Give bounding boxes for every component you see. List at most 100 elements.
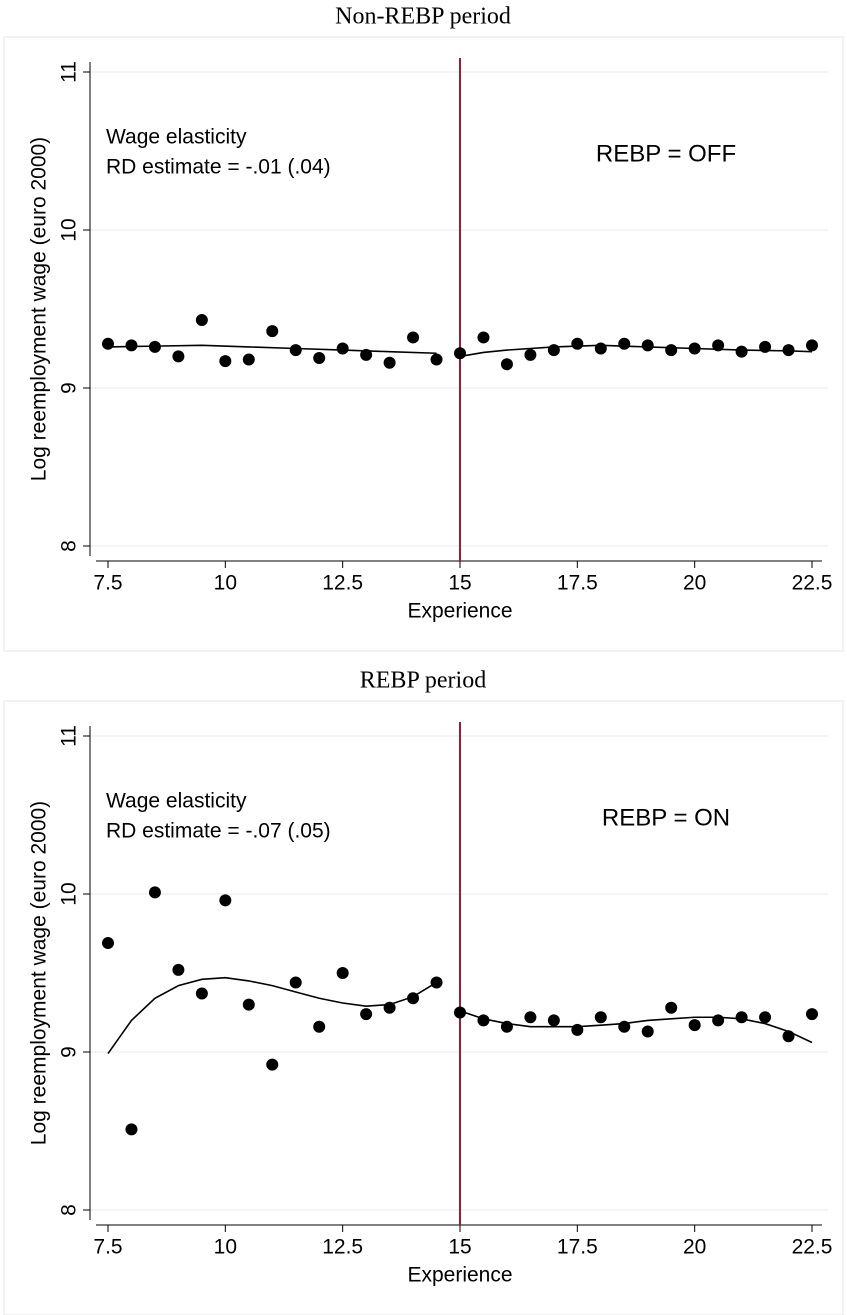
annotation: Wage elasticity	[106, 790, 247, 813]
data-point	[148, 886, 161, 899]
x-tick-label: 12.5	[322, 1236, 363, 1259]
data-point	[806, 1008, 818, 1021]
data-point	[782, 344, 795, 357]
panel-frame	[3, 36, 844, 652]
x-tick-label: 10	[214, 1236, 237, 1259]
data-point	[806, 339, 818, 352]
panel-frame	[3, 700, 844, 1315]
data-point	[266, 1058, 279, 1071]
data-point	[571, 337, 584, 350]
data-point	[407, 992, 420, 1005]
data-point	[336, 342, 349, 355]
data-point	[759, 1011, 772, 1024]
data-point	[712, 1014, 725, 1027]
data-point	[571, 1023, 584, 1036]
data-point	[688, 1019, 701, 1032]
data-point	[641, 1025, 654, 1038]
data-point	[500, 358, 513, 371]
data-point	[242, 998, 255, 1011]
data-point	[289, 344, 302, 357]
data-point	[195, 314, 208, 327]
data-point	[712, 339, 725, 352]
y-tick-label: 8	[58, 1204, 81, 1216]
annotation: RD estimate = -.07 (.05)	[106, 820, 331, 843]
data-point	[524, 348, 537, 361]
data-point	[219, 894, 232, 907]
data-point	[102, 337, 114, 350]
x-tick-label: 7.5	[93, 1236, 122, 1259]
data-point	[125, 1123, 138, 1136]
data-point	[336, 967, 349, 979]
data-point	[594, 1011, 607, 1024]
x-tick-label: 12.5	[322, 572, 363, 595]
x-tick-label: 17.5	[557, 572, 598, 595]
data-point	[665, 1001, 678, 1014]
data-point	[148, 340, 161, 353]
x-tick-label: 17.5	[557, 1236, 598, 1259]
data-point	[735, 345, 748, 358]
data-point	[477, 1014, 490, 1027]
x-tick-label: 20	[683, 572, 706, 595]
data-point	[430, 976, 443, 989]
data-point	[242, 353, 255, 366]
data-point	[430, 353, 443, 366]
data-point	[313, 1020, 326, 1033]
y-tick-label: 9	[58, 1046, 81, 1058]
data-point	[383, 1001, 396, 1014]
data-point	[618, 337, 631, 350]
data-point	[594, 342, 607, 355]
x-tick-label: 7.5	[93, 572, 122, 595]
data-point	[524, 1011, 537, 1024]
data-point	[266, 325, 279, 338]
data-point	[407, 331, 420, 344]
y-tick-label: 10	[58, 882, 81, 905]
data-point	[782, 1030, 795, 1043]
data-point	[289, 976, 302, 989]
data-point	[454, 1006, 466, 1019]
data-point	[360, 348, 373, 361]
fit-line	[107, 344, 437, 355]
panel-title: Non-REBP period	[335, 4, 511, 30]
data-point	[219, 355, 232, 368]
annotation: Wage elasticity	[106, 126, 247, 149]
x-tick-label: 20	[683, 1236, 706, 1259]
data-point	[688, 342, 701, 355]
data-point	[383, 356, 396, 369]
data-point	[454, 347, 466, 360]
x-tick-label: 22.5	[792, 1236, 833, 1259]
y-tick-label: 11	[58, 61, 81, 83]
panel-title: REBP period	[360, 668, 486, 694]
y-tick-label: 11	[58, 725, 81, 747]
data-point	[172, 350, 185, 363]
data-point	[735, 1011, 748, 1024]
x-axis-label: Experience	[407, 600, 512, 623]
data-point	[102, 936, 114, 949]
x-axis-label: Experience	[407, 1264, 512, 1287]
data-point	[125, 339, 138, 352]
y-tick-label: 8	[58, 540, 81, 552]
regime-label: REBP = ON	[602, 804, 730, 831]
data-point	[641, 339, 654, 352]
x-tick-label: 15	[448, 1236, 471, 1259]
y-axis-label: Log reemployment wage (euro 2000)	[28, 137, 51, 481]
regime-label: REBP = OFF	[596, 140, 736, 167]
data-point	[172, 963, 185, 976]
x-tick-label: 22.5	[792, 572, 833, 595]
x-tick-label: 10	[214, 572, 237, 595]
fit-line	[459, 1010, 813, 1044]
data-point	[477, 331, 490, 344]
annotation: RD estimate = -.01 (.04)	[106, 156, 331, 179]
data-point	[618, 1020, 631, 1033]
data-point	[313, 351, 326, 364]
data-point	[759, 340, 772, 353]
data-point	[360, 1008, 373, 1021]
y-tick-label: 10	[58, 218, 81, 241]
data-point	[500, 1020, 513, 1033]
y-axis-label: Log reemployment wage (euro 2000)	[28, 801, 51, 1145]
y-tick-label: 9	[58, 382, 81, 394]
data-point	[547, 1014, 560, 1027]
data-point	[665, 344, 678, 357]
fit-line	[107, 976, 437, 1055]
